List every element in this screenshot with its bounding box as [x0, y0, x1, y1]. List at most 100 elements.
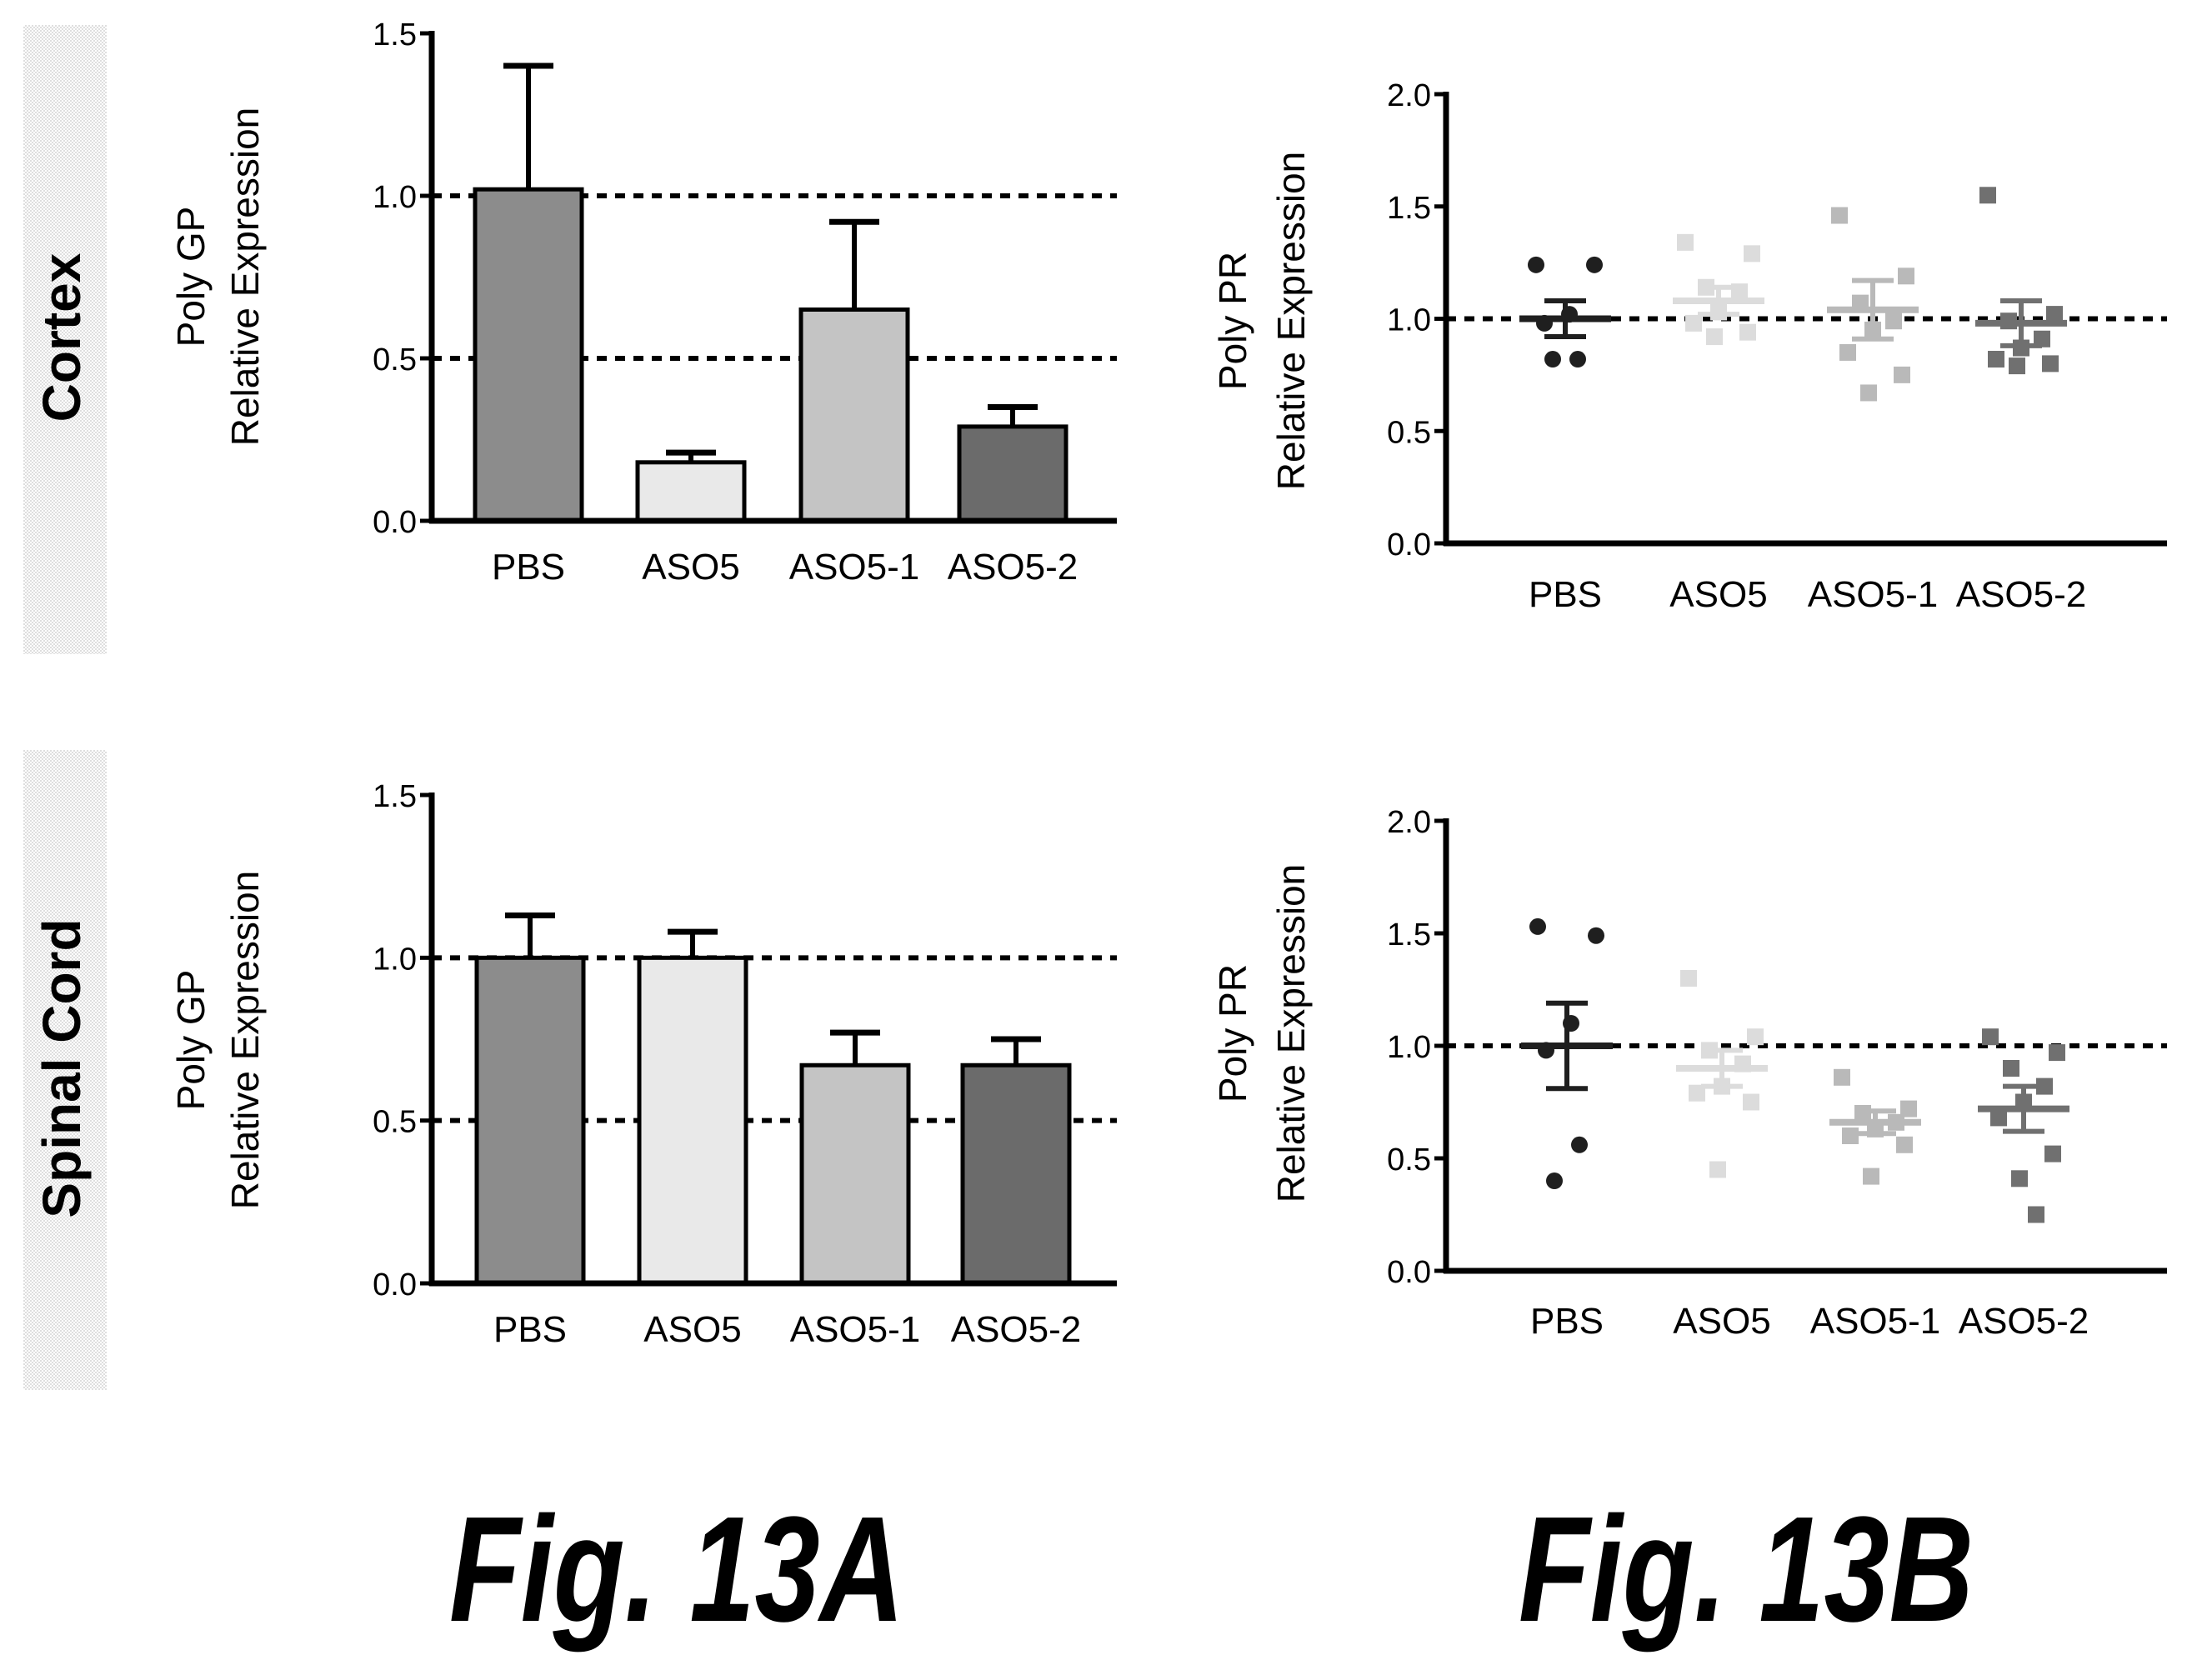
x-category-label-aso5-1: ASO5-1: [1810, 1301, 1941, 1342]
y-tick-label: 1.0: [1387, 1030, 1431, 1065]
y-tick-label: 1.0: [1387, 303, 1431, 338]
data-point-aso5: [1709, 1161, 1726, 1178]
data-point-pbs: [1586, 256, 1603, 273]
figure-label-13b: Fig. 13B: [1519, 1486, 1974, 1653]
chart-spinal-cord-poly-gp: Poly GP Relative Expression 0.0 0.5 1.0 1.5 PB…: [169, 779, 1117, 1350]
data-point-aso5: [1743, 1093, 1759, 1111]
bar-aso5-1: [798, 308, 910, 523]
x-category-label-pbs: PBS: [1530, 1301, 1604, 1342]
data-point-pbs: [1528, 256, 1544, 273]
y-tick-label: 0.0: [1387, 528, 1431, 562]
data-point-aso5-2: [2042, 355, 2059, 372]
y-axis-label-line2: Relative Expression: [1269, 152, 1313, 491]
data-point-aso5: [1706, 328, 1723, 346]
x-category-label-aso5-1: ASO5-1: [789, 547, 920, 588]
x-category-label-aso5-1: ASO5-1: [790, 1309, 921, 1350]
x-category-label-aso5-2: ASO5-2: [1959, 1301, 2089, 1342]
data-point-aso5-2: [1990, 1109, 2007, 1127]
y-axis-label-line1: Poly PR: [1211, 964, 1254, 1102]
data-point-aso5-1: [1834, 1068, 1850, 1086]
y-tick-label: 0.5: [1387, 1142, 1431, 1178]
x-category-label-aso5-1: ASO5-1: [1808, 574, 1939, 615]
data-point-aso5-1: [1839, 343, 1856, 361]
y-tick-label: 0.0: [1387, 1255, 1431, 1290]
x-category-label-pbs: PBS: [1529, 574, 1602, 615]
data-point-pbs: [1588, 927, 1604, 944]
y-tick-label: 0.0: [373, 1268, 417, 1302]
row-label-spinal-cord: Spinal Cord: [23, 750, 107, 1390]
y-tick-label: 1.5: [373, 779, 417, 814]
data-point-aso5-1: [1885, 312, 1902, 330]
data-point-aso5: [1680, 970, 1697, 987]
y-axis-label-line1: Poly GP: [169, 970, 213, 1111]
bar-aso5: [635, 460, 747, 523]
row-label-spinal-cord-background: [23, 750, 107, 1390]
data-point-aso5-2: [2046, 306, 2063, 323]
bar-aso5-1: [799, 1062, 911, 1286]
bar-aso5-2: [957, 424, 1068, 523]
y-axis-label-line1: Poly PR: [1211, 252, 1254, 390]
y-axis-label-line1: Poly GP: [169, 207, 213, 348]
figure-label-13a: Fig. 13A: [449, 1486, 904, 1653]
bar-aso5: [637, 955, 748, 1286]
data-point-aso5-2: [2034, 330, 2050, 348]
x-category-label-aso5: ASO5: [1673, 1301, 1770, 1342]
data-point-pbs: [1544, 351, 1561, 368]
data-point-aso5-1: [1860, 384, 1877, 402]
y-tick-label: 0.5: [373, 342, 417, 378]
data-point-aso5-1: [1896, 1136, 1913, 1153]
data-point-aso5-1: [1831, 207, 1848, 224]
data-point-aso5: [1747, 1028, 1764, 1046]
chart-cortex-poly-pr: Poly PR Relative Expression 0.0 0.5 1.0 1.5 2.…: [1211, 78, 2167, 615]
data-point-aso5-2: [2044, 1145, 2061, 1162]
data-point-pbs: [1546, 1172, 1563, 1189]
data-point-aso5: [1677, 233, 1694, 251]
row-label-cortex-text: Cortex: [32, 252, 92, 422]
x-category-label-aso5: ASO5: [642, 547, 739, 588]
y-tick-label: 0.0: [373, 505, 417, 540]
row-label-cortex-background: [23, 25, 107, 654]
data-point-aso5-1: [1898, 268, 1914, 285]
data-point-aso5: [1739, 323, 1756, 341]
y-tick-label: 1.0: [373, 942, 417, 977]
y-tick-label: 2.0: [1387, 805, 1431, 840]
x-category-label-aso5: ASO5: [1669, 574, 1767, 615]
x-category-label-aso5-2: ASO5-2: [948, 547, 1078, 588]
chart-cortex-poly-gp: Poly GP Relative Expression 0.0 0.5 1.0 1.5 PB…: [169, 18, 1117, 588]
data-point-aso5-2: [2003, 1060, 2019, 1077]
data-point-aso5-1: [1863, 1168, 1879, 1185]
data-point-aso5-2: [2009, 358, 2025, 375]
y-tick-label: 1.5: [1387, 918, 1431, 952]
data-point-pbs: [1569, 351, 1586, 368]
bar-aso5-2: [960, 1062, 1072, 1286]
x-category-label-aso5-2: ASO5-2: [1956, 574, 2087, 615]
x-category-label-aso5-2: ASO5-2: [951, 1309, 1082, 1350]
row-label-spinal-cord-text: Spinal Cord: [32, 918, 92, 1218]
chart-spinal-cord-poly-pr: Poly PR Relative Expression 0.0 0.5 1.0 1.5 2.…: [1211, 805, 2167, 1342]
bar-pbs: [474, 955, 586, 1286]
data-point-aso5-2: [1979, 187, 1996, 204]
row-label-cortex: Cortex: [23, 25, 107, 654]
data-point-aso5-2: [2028, 1206, 2044, 1223]
y-tick-label: 0.5: [1387, 415, 1431, 450]
data-point-pbs: [1571, 1136, 1588, 1153]
y-axis-label-line2: Relative Expression: [223, 108, 267, 447]
data-point-aso5-1: [1900, 1100, 1917, 1118]
x-category-label-pbs: PBS: [493, 1309, 567, 1350]
y-axis-label-line2: Relative Expression: [223, 871, 267, 1210]
data-point-pbs: [1529, 918, 1546, 935]
data-point-aso5: [1685, 314, 1702, 332]
data-point-aso5-2: [2011, 1170, 2028, 1188]
y-axis-label-line2: Relative Expression: [1269, 864, 1313, 1203]
data-point-aso5-1: [1894, 366, 1910, 383]
y-tick-label: 2.0: [1387, 78, 1431, 113]
y-tick-label: 1.0: [373, 180, 417, 215]
x-category-label-pbs: PBS: [492, 547, 565, 588]
y-tick-label: 1.5: [373, 18, 417, 52]
data-point-aso5-2: [1988, 351, 2004, 368]
data-point-aso5-2: [1982, 1028, 1999, 1046]
bar-pbs: [473, 187, 584, 523]
y-tick-label: 1.5: [1387, 191, 1431, 226]
data-point-aso5-2: [2049, 1044, 2065, 1062]
